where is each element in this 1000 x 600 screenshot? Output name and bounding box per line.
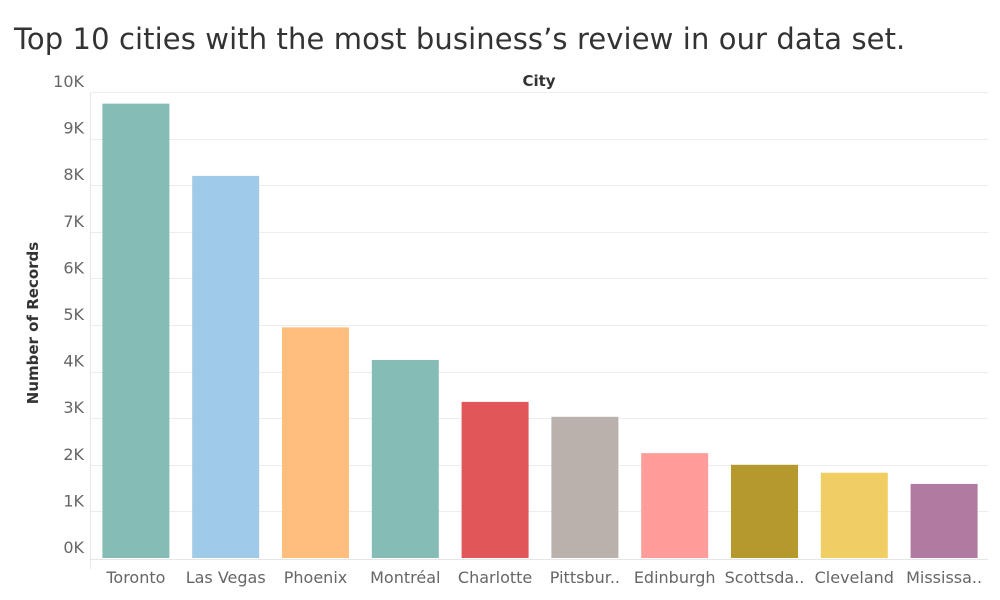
x-tick-label: Mississa.. — [906, 568, 982, 587]
bars — [102, 103, 978, 559]
x-tick-label: Edinburgh — [634, 568, 716, 587]
y-tick-label: 7K — [63, 212, 84, 231]
chart-title: Top 10 cities with the most business’s r… — [14, 22, 906, 56]
y-axis-label: Number of Records — [24, 242, 42, 405]
x-tick-label: Scottsda.. — [725, 568, 805, 587]
y-tick-label: 10K — [53, 72, 84, 91]
bar-9[interactable] — [910, 483, 978, 558]
y-tick-label: 2K — [63, 445, 84, 464]
y-tick-label: 6K — [63, 258, 84, 277]
y-tick-label: 4K — [63, 352, 84, 371]
x-tick-label: Phoenix — [284, 568, 347, 587]
x-axis-labels: Toronto Las Vegas Phoenix Montréal Charlotte… — [105, 568, 982, 587]
y-tick-label: 1K — [63, 491, 84, 510]
y-tick-label: 3K — [63, 398, 84, 417]
bar-4[interactable] — [461, 401, 529, 558]
y-tick-label: 5K — [63, 305, 84, 324]
bar-1[interactable] — [192, 175, 260, 558]
bar-0[interactable] — [102, 103, 170, 559]
bar-2[interactable] — [282, 327, 349, 558]
bar-3[interactable] — [371, 359, 439, 558]
x-tick-label: Las Vegas — [186, 568, 266, 587]
bar-5[interactable] — [551, 416, 619, 558]
x-tick-label: Pittsbur.. — [550, 568, 620, 587]
bar-8[interactable] — [820, 472, 888, 558]
x-tick-label: Montréal — [370, 568, 440, 587]
y-tick-label: 0K — [63, 538, 84, 557]
y-axis-ticks: 0K 1K 2K 3K 4K 5K 6K 7K 8K 9K 10K — [53, 72, 84, 557]
bar-7[interactable] — [731, 464, 798, 558]
x-tick-label: Toronto — [105, 568, 165, 587]
y-tick-label: 8K — [63, 165, 84, 184]
city-column-header: City — [522, 72, 555, 90]
x-tick-label: Cleveland — [815, 568, 894, 587]
bar-6[interactable] — [641, 453, 709, 558]
y-tick-label: 9K — [63, 119, 84, 138]
x-tick-label: Charlotte — [458, 568, 532, 587]
axes — [90, 93, 988, 569]
